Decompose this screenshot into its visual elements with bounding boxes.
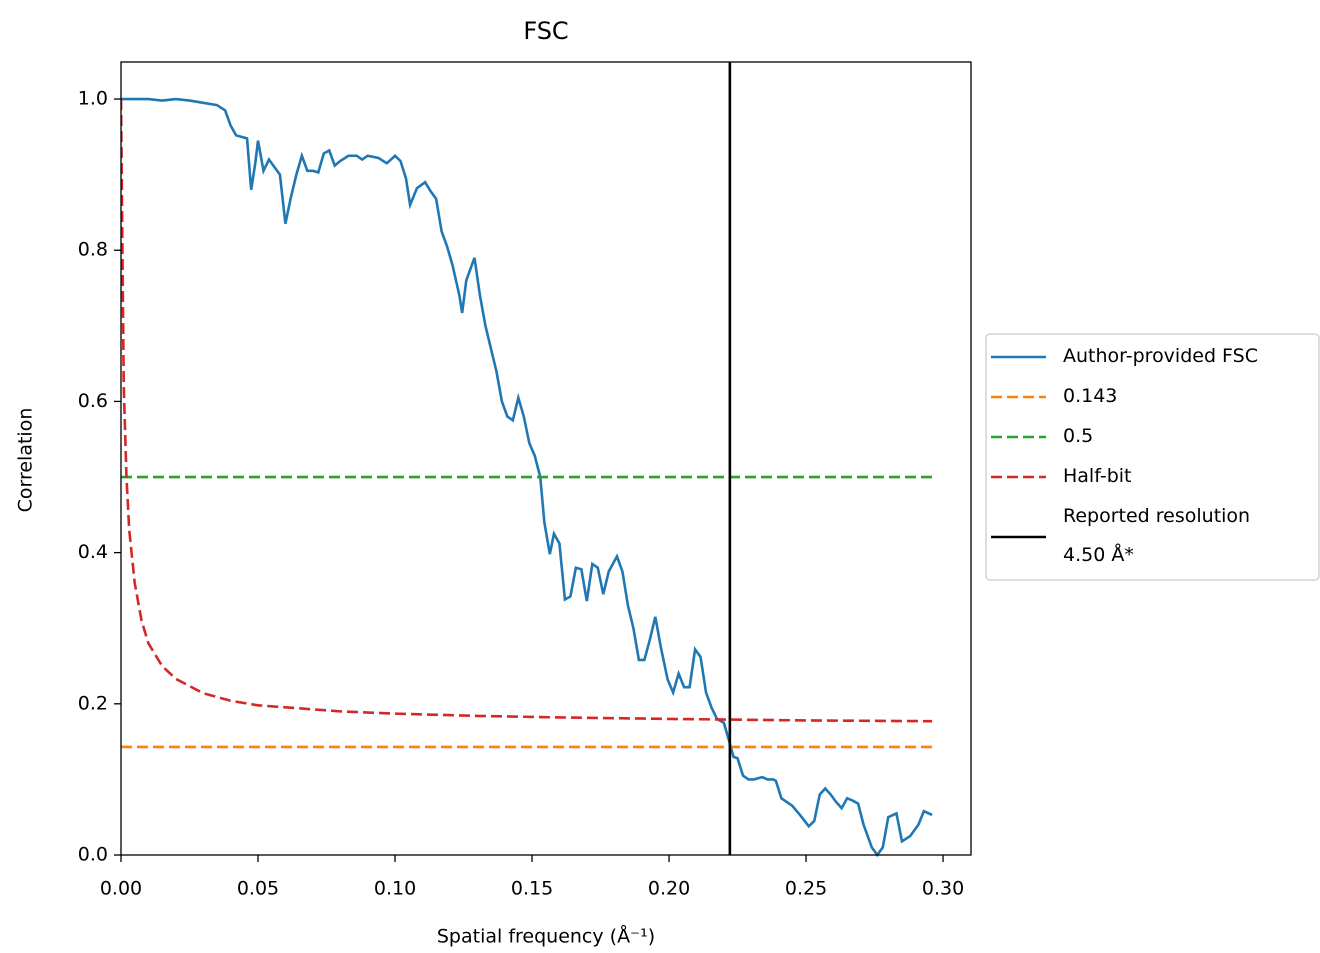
series-line xyxy=(121,99,933,723)
legend-label: Half-bit xyxy=(1063,465,1132,487)
plot-area xyxy=(121,62,933,857)
chart-title: FSC xyxy=(523,17,568,45)
legend-label: 0.143 xyxy=(1063,385,1118,407)
x-tick-label: 0.30 xyxy=(922,878,964,900)
plot-frame xyxy=(120,61,972,856)
x-axis-label: Spatial frequency (Å⁻¹) xyxy=(437,925,655,948)
legend-label: 0.5 xyxy=(1063,425,1094,447)
x-tick-label: 0.25 xyxy=(785,878,827,900)
y-tick-label: 0.0 xyxy=(78,844,108,866)
y-tick-label: 0.8 xyxy=(78,239,108,261)
legend-label: Reported resolution 4.50 Å* xyxy=(1063,505,1251,566)
y-tick-label: 0.4 xyxy=(78,541,108,563)
x-tick-label: 0.20 xyxy=(648,878,690,900)
x-tick-label: 0.15 xyxy=(511,878,553,900)
x-tick-label: 0.05 xyxy=(237,878,279,900)
legend-box xyxy=(985,333,1320,581)
x-tick-label: 0.10 xyxy=(374,878,416,900)
y-tick-label: 0.6 xyxy=(78,390,108,412)
y-axis-label: Correlation xyxy=(15,408,37,513)
y-tick-label: 0.2 xyxy=(78,692,108,714)
series-line xyxy=(121,97,933,857)
legend-label: Author-provided FSC xyxy=(1063,345,1258,367)
x-tick-label: 0.00 xyxy=(100,878,142,900)
y-tick-label: 1.0 xyxy=(78,88,108,110)
